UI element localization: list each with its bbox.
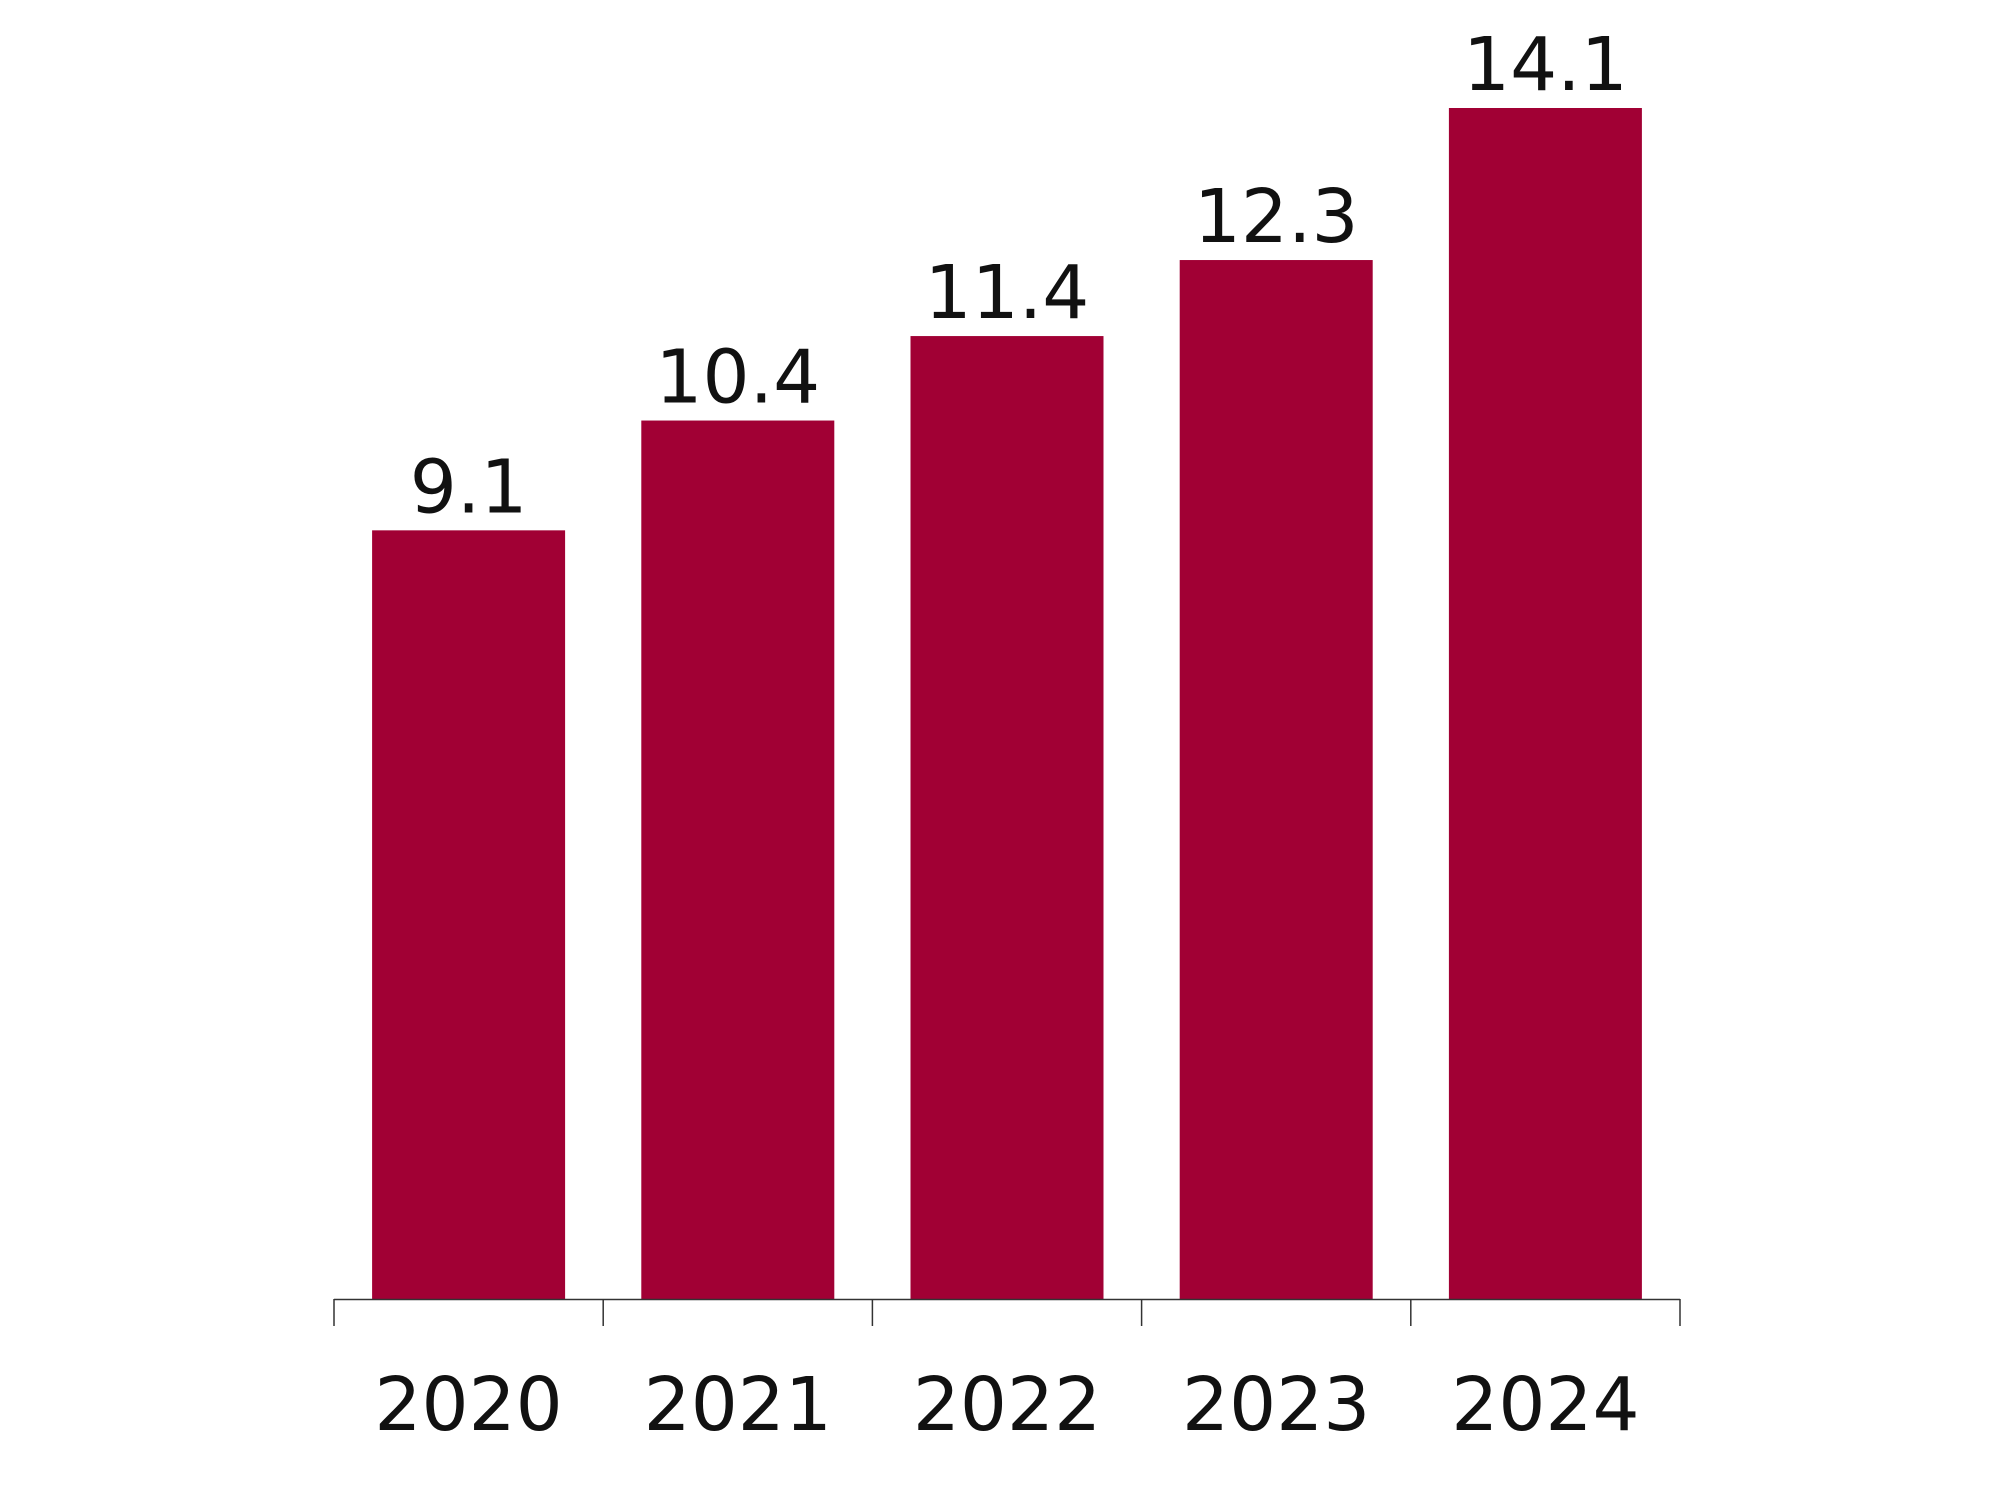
x-tick-label-2022: 2022 <box>913 1362 1101 1448</box>
value-labels-group: 9.1 10.4 11.4 12.3 14.1 <box>410 22 1628 530</box>
bar-2022 <box>910 336 1104 1299</box>
bar-2020 <box>372 530 566 1299</box>
x-tick-label-2023: 2023 <box>1182 1362 1370 1448</box>
bar-2023 <box>1179 260 1373 1300</box>
bars-group <box>372 108 1642 1300</box>
value-label-2024: 14.1 <box>1463 22 1628 108</box>
value-label-2023: 12.3 <box>1194 174 1359 260</box>
x-axis-tick-labels-group: 2020 2021 2022 2023 2024 <box>374 1362 1639 1448</box>
x-tick-label-2020: 2020 <box>374 1362 562 1448</box>
value-label-2021: 10.4 <box>655 335 820 421</box>
x-tick-label-2024: 2024 <box>1451 1362 1639 1448</box>
x-tick-label-2021: 2021 <box>644 1362 832 1448</box>
value-label-2022: 11.4 <box>925 250 1090 336</box>
bar-2024 <box>1448 108 1642 1299</box>
x-axis-ticks-group <box>333 1299 1681 1326</box>
bar-2021 <box>641 420 835 1299</box>
value-label-2020: 9.1 <box>410 444 528 530</box>
